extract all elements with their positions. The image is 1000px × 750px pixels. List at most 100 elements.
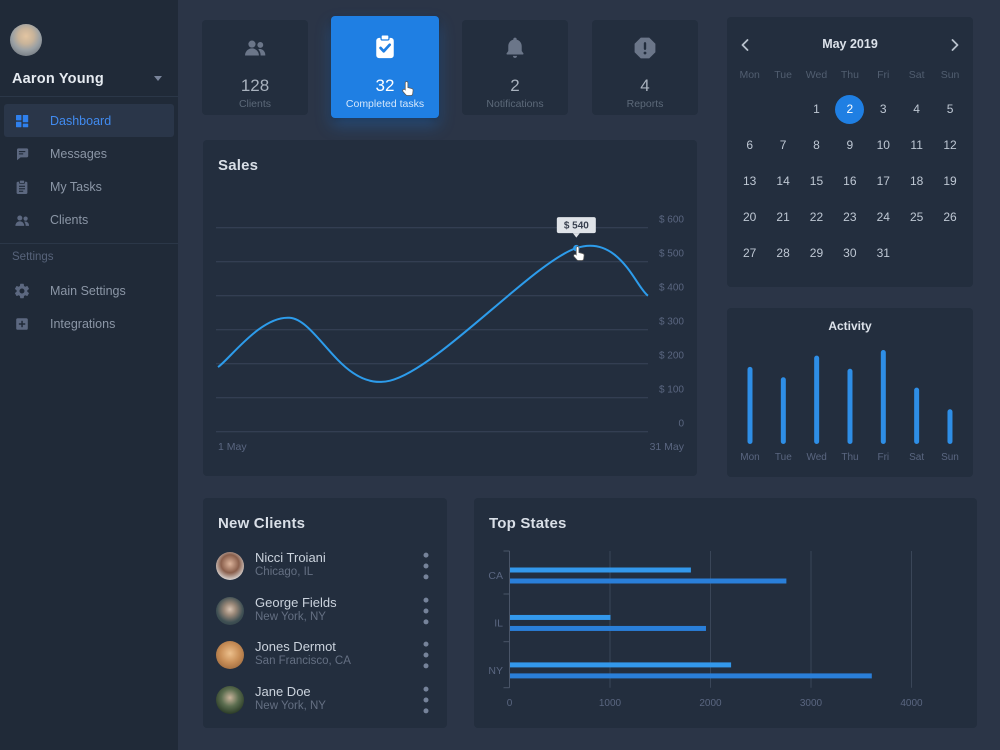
calendar-day[interactable]: 7	[766, 127, 799, 163]
calendar-day[interactable]: 27	[733, 235, 766, 271]
kebab-menu-icon[interactable]	[421, 597, 431, 624]
calendar-day[interactable]: 30	[833, 235, 866, 271]
calendar-day[interactable]: 19	[933, 163, 966, 199]
calendar-day-number: 19	[943, 174, 957, 188]
calendar-day[interactable]: 29	[800, 235, 833, 271]
sidebar-item-label: Dashboard	[50, 113, 112, 128]
activity-bar	[780, 377, 786, 444]
client-list-item[interactable]: Nicci Troiani Chicago, IL	[203, 544, 447, 589]
chevron-down-icon[interactable]	[154, 76, 162, 81]
calendar-day-number: 3	[879, 102, 887, 116]
sidebar-item-dashboard[interactable]: Dashboard	[4, 104, 174, 137]
calendar-empty-cell	[733, 91, 766, 127]
calendar-day[interactable]: 22	[800, 199, 833, 235]
calendar-day[interactable]: 16	[833, 163, 866, 199]
client-list-item[interactable]: George Fields New York, NY	[203, 589, 447, 634]
users-icon	[202, 35, 308, 61]
calendar-weekday-row: Mon Tue Wed Thu Fri Sat Sun	[733, 69, 967, 81]
messages-icon	[14, 146, 30, 162]
activity-bar	[947, 409, 953, 444]
calendar-day-number: 30	[843, 246, 857, 260]
stat-value: 32	[375, 76, 395, 95]
x-axis-start-label: 1 May	[218, 441, 247, 453]
y-axis-tick-label: $ 600	[659, 215, 684, 226]
calendar-day-number	[936, 239, 965, 268]
top-states-card: Top States 0 1000 2000 3000 4000 CA IL NY	[474, 498, 977, 728]
activity-day-label: Sun	[941, 452, 959, 463]
stat-card-completed-tasks[interactable]: 32 Completed tasks	[331, 16, 439, 118]
stat-card-notifications[interactable]: 2 Notifications	[462, 20, 568, 115]
stat-card-reports[interactable]: 4 Reports	[592, 20, 698, 115]
sales-chart-title: Sales	[218, 157, 259, 174]
calendar-day[interactable]: 8	[800, 127, 833, 163]
stat-card-clients[interactable]: 128 Clients	[202, 20, 308, 115]
gear-icon	[14, 283, 30, 299]
calendar-day[interactable]: 23	[833, 199, 866, 235]
calendar-day[interactable]: 13	[733, 163, 766, 199]
state-bar	[510, 614, 611, 620]
chevron-right-icon[interactable]	[945, 35, 965, 55]
activity-bar	[747, 366, 753, 444]
client-list-item[interactable]: Jones Dermot San Francisco, CA	[203, 633, 447, 678]
client-location: Chicago, IL	[255, 566, 314, 578]
kebab-menu-icon[interactable]	[421, 686, 431, 713]
calendar-day[interactable]: 18	[900, 163, 933, 199]
calendar-day[interactable]: 10	[867, 127, 900, 163]
user-block[interactable]: Aaron Young	[0, 0, 178, 97]
sidebar-item-integrations[interactable]: Integrations	[4, 307, 174, 340]
calendar-day-number: 1	[813, 102, 820, 116]
calendar-day[interactable]: 9	[833, 127, 866, 163]
calendar-day[interactable]: 12	[933, 127, 966, 163]
calendar-day-number: 25	[909, 210, 924, 224]
alert-octagon-icon	[592, 35, 698, 61]
calendar-day[interactable]: 3	[867, 91, 900, 127]
y-axis-tick-label: $ 400	[659, 283, 684, 294]
calendar-day[interactable]: 25	[900, 199, 933, 235]
data-point-marker[interactable]	[573, 244, 580, 252]
calendar-day[interactable]: 21	[766, 199, 799, 235]
y-axis-tick-label: $ 500	[659, 249, 684, 260]
calendar-day[interactable]: 2	[833, 91, 866, 127]
client-name: Nicci Troiani	[255, 550, 326, 565]
calendar-day[interactable]: 11	[900, 127, 933, 163]
settings-section-label: Settings	[12, 251, 54, 263]
calendar-day[interactable]: 6	[733, 127, 766, 163]
sales-line-chart[interactable]: $ 600 $ 500 $ 400 $ 300 $ 200 $ 100 0 1 May 31 M…	[203, 140, 697, 476]
calendar-day[interactable]: 24	[867, 199, 900, 235]
kebab-menu-icon[interactable]	[421, 552, 431, 580]
activity-bar	[880, 350, 886, 444]
sidebar-item-main-settings[interactable]: Main Settings	[4, 274, 174, 307]
activity-day-label: Tue	[775, 452, 792, 463]
calendar-weekday: Mon	[739, 69, 760, 81]
calendar-day[interactable]: 28	[766, 235, 799, 271]
calendar-day-number: 16	[843, 174, 857, 188]
sidebar-item-my-tasks[interactable]: My Tasks	[4, 170, 174, 203]
activity-day-label: Fri	[877, 452, 889, 463]
x-axis-tick-label: 4000	[900, 698, 923, 709]
calendar-day[interactable]: 17	[867, 163, 900, 199]
state-bar	[510, 578, 787, 584]
calendar-day[interactable]: 20	[733, 199, 766, 235]
calendar-day[interactable]: 14	[766, 163, 799, 199]
sidebar-item-label: Main Settings	[50, 283, 126, 298]
calendar-day[interactable]: 1	[800, 91, 833, 127]
y-axis-tick-label: 0	[678, 419, 684, 430]
client-location: San Francisco, CA	[255, 655, 351, 667]
calendar-day[interactable]: 4	[900, 91, 933, 127]
calendar-day[interactable]: 5	[933, 91, 966, 127]
client-name: Jane Doe	[255, 683, 311, 699]
calendar-day-number	[769, 95, 798, 124]
sidebar-item-messages[interactable]: Messages	[4, 137, 174, 170]
calendar-day[interactable]: 26	[933, 199, 966, 235]
y-axis-tick-label: $ 300	[659, 317, 684, 328]
kebab-menu-icon[interactable]	[421, 641, 431, 669]
calendar-day[interactable]: 15	[800, 163, 833, 199]
calendar-weekday: Wed	[805, 69, 828, 81]
state-bar	[510, 662, 732, 668]
stat-value: 128	[240, 76, 270, 95]
sidebar-item-clients[interactable]: Clients	[4, 203, 174, 236]
calendar-day-number	[735, 95, 764, 124]
calendar-day[interactable]: 31	[867, 235, 900, 271]
client-list-item[interactable]: Jane Doe New York, NY	[203, 678, 447, 723]
chevron-left-icon[interactable]	[735, 35, 755, 55]
